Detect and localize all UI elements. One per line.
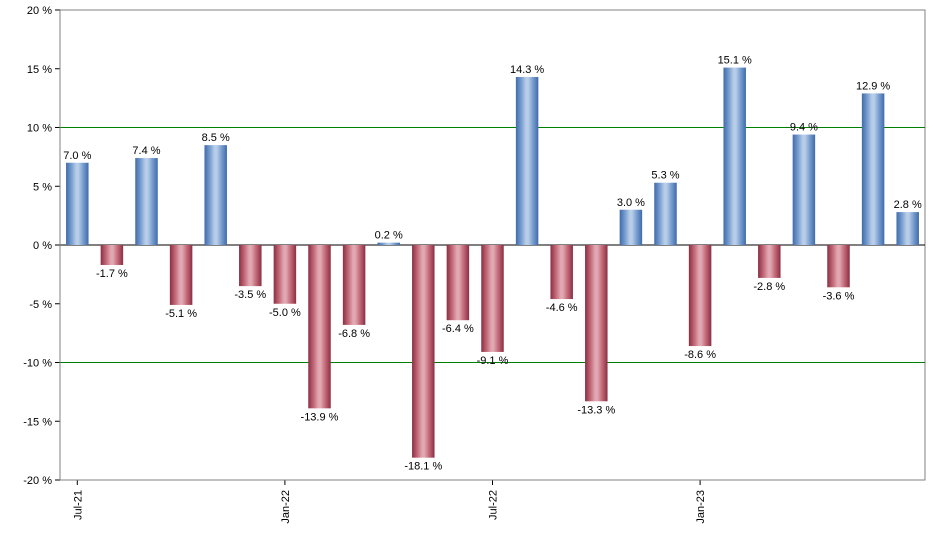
bar-value-label: 14.3 % xyxy=(510,64,544,76)
x-tick-label: Jan-23 xyxy=(695,490,707,524)
bar-value-label: -13.9 % xyxy=(301,411,339,423)
bar xyxy=(377,243,399,245)
bar-value-label: 0.2 % xyxy=(375,230,403,242)
bar xyxy=(550,245,572,299)
bar xyxy=(758,245,780,278)
bar-value-label: 2.8 % xyxy=(894,199,922,211)
bar xyxy=(204,145,226,245)
bar-value-label: -9.1 % xyxy=(477,355,509,367)
bar-value-label: 3.0 % xyxy=(617,197,645,209)
y-tick-label: -5 % xyxy=(29,299,52,311)
bar-value-label: -8.6 % xyxy=(684,349,716,361)
x-tick-label: Jan-22 xyxy=(280,490,292,524)
bar-value-label: 9.4 % xyxy=(790,122,818,134)
bar xyxy=(689,245,711,346)
bar xyxy=(827,245,849,287)
bar-value-label: 7.0 % xyxy=(63,150,91,162)
bar xyxy=(862,93,884,245)
bar xyxy=(620,210,642,245)
bar xyxy=(101,245,123,265)
chart-svg: -20 % -15 % -10 % -5 % 0 % 5 % 10 % 15 % 20 % 7.0… xyxy=(0,0,940,550)
bar-value-label: 12.9 % xyxy=(856,80,890,92)
bar xyxy=(585,245,607,401)
bar-value-label: -6.8 % xyxy=(338,328,370,340)
y-tick-label: 0 % xyxy=(33,240,52,252)
bar xyxy=(274,245,296,304)
bar-value-label: -5.1 % xyxy=(165,308,197,320)
bar xyxy=(481,245,503,352)
bar xyxy=(66,163,88,245)
bar-value-label: 7.4 % xyxy=(132,145,160,157)
y-tick-label: 10 % xyxy=(27,123,52,135)
bar-value-label: 8.5 % xyxy=(202,132,230,144)
bar-value-label: -13.3 % xyxy=(577,404,615,416)
bar-value-label: 5.3 % xyxy=(651,170,679,182)
bar-value-label: -18.1 % xyxy=(404,461,442,473)
bar-value-label: 15.1 % xyxy=(718,55,752,67)
bar xyxy=(135,158,157,245)
x-tick-label: Jul-22 xyxy=(488,490,500,520)
bar-value-label: -1.7 % xyxy=(96,268,128,280)
bar xyxy=(516,77,538,245)
bar-value-label: -3.6 % xyxy=(823,290,855,302)
y-tick-label: -10 % xyxy=(23,358,52,370)
y-tick-label: -15 % xyxy=(23,416,52,428)
bar xyxy=(170,245,192,305)
bar xyxy=(793,135,815,245)
bar xyxy=(723,68,745,245)
y-tick-label: 20 % xyxy=(27,5,52,17)
x-tick-label: Jul-21 xyxy=(72,490,84,520)
y-tick-label: -20 % xyxy=(23,475,52,487)
bar xyxy=(654,183,676,245)
bar-value-label: -3.5 % xyxy=(234,289,266,301)
bar-value-label: -2.8 % xyxy=(753,281,785,293)
bar xyxy=(896,212,918,245)
bar-value-label: -4.6 % xyxy=(546,302,578,314)
bar-value-label: -5.0 % xyxy=(269,307,301,319)
bar-chart: -20 % -15 % -10 % -5 % 0 % 5 % 10 % 15 % 20 % 7.0… xyxy=(0,0,940,550)
bar xyxy=(412,245,434,458)
bar xyxy=(447,245,469,320)
y-tick-label: 15 % xyxy=(27,64,52,76)
bar xyxy=(239,245,261,286)
bar-value-label: -6.4 % xyxy=(442,323,474,335)
bar xyxy=(308,245,330,408)
y-tick-label: 5 % xyxy=(33,181,52,193)
bar xyxy=(343,245,365,325)
